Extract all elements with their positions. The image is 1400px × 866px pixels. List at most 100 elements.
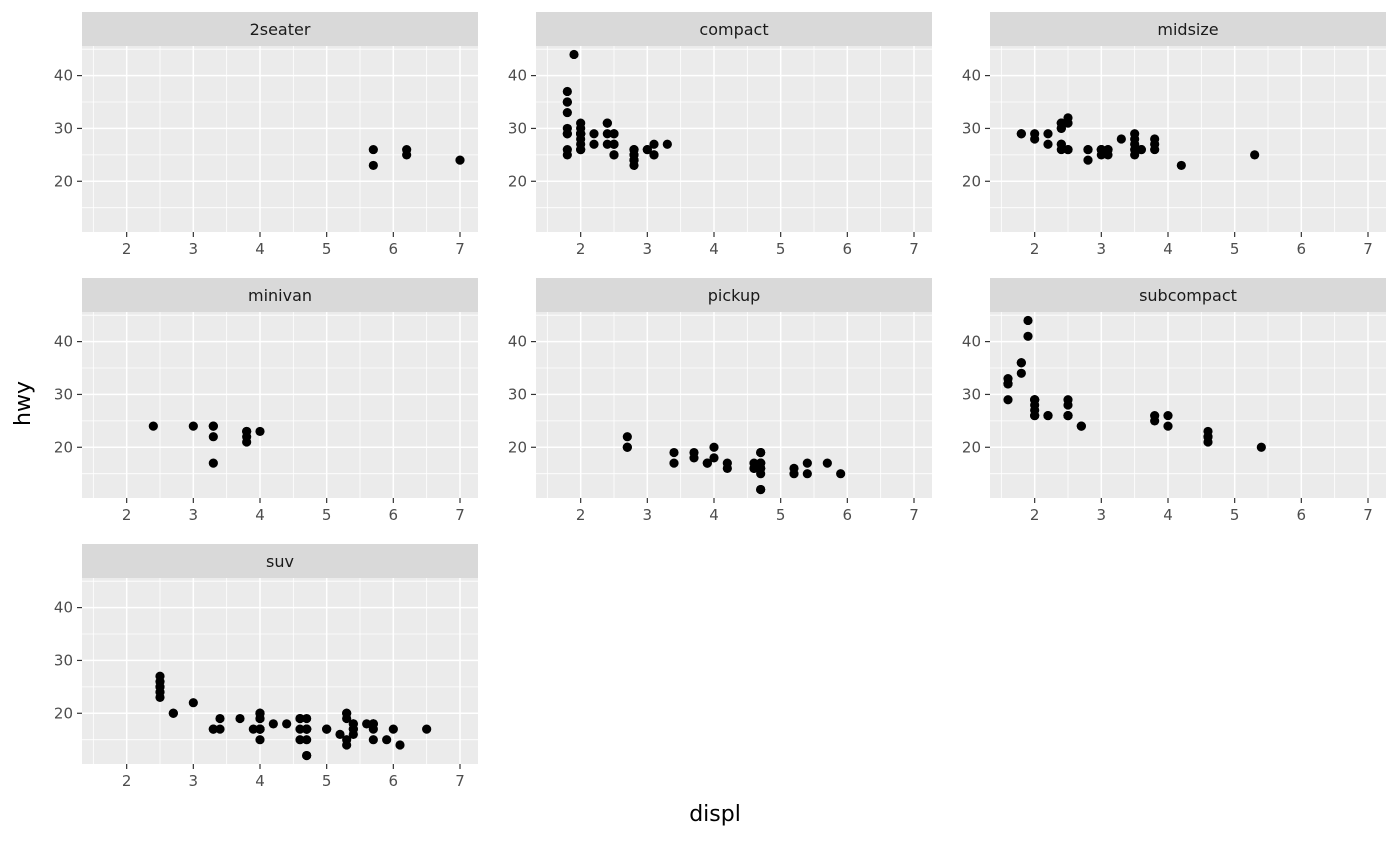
data-point bbox=[1203, 432, 1213, 442]
data-point bbox=[1003, 379, 1013, 389]
data-point bbox=[1103, 144, 1113, 155]
data-point bbox=[1016, 358, 1026, 368]
data-point bbox=[255, 426, 265, 437]
data-point bbox=[422, 724, 432, 734]
y-tick-label: 20 bbox=[962, 172, 981, 190]
data-point bbox=[1056, 139, 1066, 149]
data-point bbox=[709, 453, 719, 463]
data-point bbox=[1076, 421, 1086, 431]
x-tick-label: 2 bbox=[1030, 506, 1040, 524]
x-tick-label: 6 bbox=[389, 506, 399, 524]
data-point bbox=[1023, 315, 1033, 326]
data-point bbox=[1063, 144, 1073, 155]
y-axis-title: hwy bbox=[8, 12, 38, 794]
plot-body: hwy 2seater 2 3 4 5 6 7 20 30 40 compact 2 3 4 5 6 7 20 30… bbox=[8, 12, 1392, 794]
x-tick-label: 7 bbox=[455, 772, 465, 790]
facet-2seater: 2seater 2 3 4 5 6 7 20 30 40 bbox=[38, 12, 478, 262]
data-point bbox=[1043, 139, 1053, 149]
data-point bbox=[248, 724, 258, 734]
data-point bbox=[1096, 144, 1106, 155]
y-tick-label: 30 bbox=[962, 119, 981, 137]
data-point bbox=[255, 735, 265, 745]
x-tick-label: 7 bbox=[909, 506, 919, 524]
x-tick-label: 7 bbox=[1363, 506, 1373, 524]
x-axis-title: displ bbox=[689, 802, 741, 827]
data-point bbox=[268, 719, 278, 729]
y-tick-label: 30 bbox=[508, 385, 527, 403]
y-tick-label: 30 bbox=[508, 119, 527, 137]
data-point bbox=[1083, 155, 1093, 165]
data-point bbox=[255, 708, 265, 718]
x-tick-label: 5 bbox=[322, 506, 332, 524]
data-point bbox=[1043, 129, 1053, 139]
data-point bbox=[649, 139, 659, 149]
data-point bbox=[215, 724, 225, 734]
data-point bbox=[602, 118, 612, 128]
panel-background bbox=[536, 312, 932, 498]
x-tick-label: 4 bbox=[1163, 506, 1173, 524]
data-point bbox=[235, 713, 245, 724]
data-point bbox=[242, 426, 252, 437]
x-tick-label: 6 bbox=[389, 772, 399, 790]
data-point bbox=[155, 692, 165, 703]
data-point bbox=[1063, 410, 1073, 421]
x-tick-label: 4 bbox=[255, 506, 265, 524]
facet-compact: compact 2 3 4 5 6 7 20 30 40 bbox=[492, 12, 932, 262]
data-point bbox=[168, 708, 178, 718]
data-point bbox=[242, 437, 252, 447]
data-point bbox=[1030, 129, 1040, 139]
x-tick-label: 4 bbox=[1163, 240, 1173, 258]
x-tick-label: 7 bbox=[455, 506, 465, 524]
x-tick-label: 2 bbox=[122, 240, 132, 258]
data-point bbox=[1130, 150, 1140, 160]
x-tick-label: 6 bbox=[1297, 240, 1307, 258]
x-tick-label: 2 bbox=[576, 240, 586, 258]
x-tick-label: 3 bbox=[189, 240, 199, 258]
data-point bbox=[1116, 134, 1126, 144]
facet-grid: 2seater 2 3 4 5 6 7 20 30 40 compact 2 3 4 5 6 7 20 30 40 mi… bbox=[38, 12, 1392, 794]
x-tick-label: 5 bbox=[1230, 506, 1240, 524]
facet-subcompact: subcompact 2 3 4 5 6 7 20 30 40 bbox=[946, 278, 1386, 528]
data-point bbox=[302, 750, 312, 761]
y-tick-label: 40 bbox=[508, 333, 527, 351]
data-point bbox=[662, 139, 672, 149]
x-tick-label: 3 bbox=[643, 506, 653, 524]
y-tick-label: 40 bbox=[962, 67, 981, 85]
data-point bbox=[188, 698, 198, 708]
data-point bbox=[756, 484, 766, 495]
data-point bbox=[822, 458, 832, 468]
data-point bbox=[576, 144, 586, 155]
data-point bbox=[402, 150, 412, 160]
data-point bbox=[709, 442, 719, 452]
data-point bbox=[609, 139, 619, 149]
x-tick-label: 7 bbox=[455, 240, 465, 258]
y-tick-label: 40 bbox=[54, 67, 73, 85]
data-point bbox=[589, 139, 599, 149]
data-point bbox=[562, 150, 572, 160]
data-point bbox=[1163, 421, 1173, 431]
data-point bbox=[208, 724, 218, 734]
data-point bbox=[295, 735, 305, 745]
data-point bbox=[1030, 410, 1040, 421]
data-point bbox=[789, 463, 799, 474]
data-point bbox=[1150, 416, 1160, 426]
data-point bbox=[368, 160, 378, 171]
data-point bbox=[609, 129, 619, 139]
facet-strip-label: 2seater bbox=[82, 12, 478, 46]
data-point bbox=[562, 123, 572, 134]
panel-background bbox=[536, 46, 932, 232]
data-point bbox=[756, 469, 766, 479]
y-tick-label: 20 bbox=[962, 438, 981, 456]
facet-strip-label: pickup bbox=[536, 278, 932, 312]
data-point bbox=[208, 458, 218, 468]
data-point bbox=[302, 713, 312, 724]
facet-panel: 2 3 4 5 6 7 20 30 40 bbox=[508, 46, 932, 258]
data-point bbox=[302, 735, 312, 745]
data-point bbox=[1016, 368, 1026, 378]
data-point bbox=[1150, 134, 1160, 144]
data-point bbox=[382, 735, 392, 745]
data-point bbox=[395, 740, 405, 750]
data-point bbox=[342, 713, 352, 724]
x-tick-label: 4 bbox=[709, 506, 719, 524]
facet-strip-label: compact bbox=[536, 12, 932, 46]
